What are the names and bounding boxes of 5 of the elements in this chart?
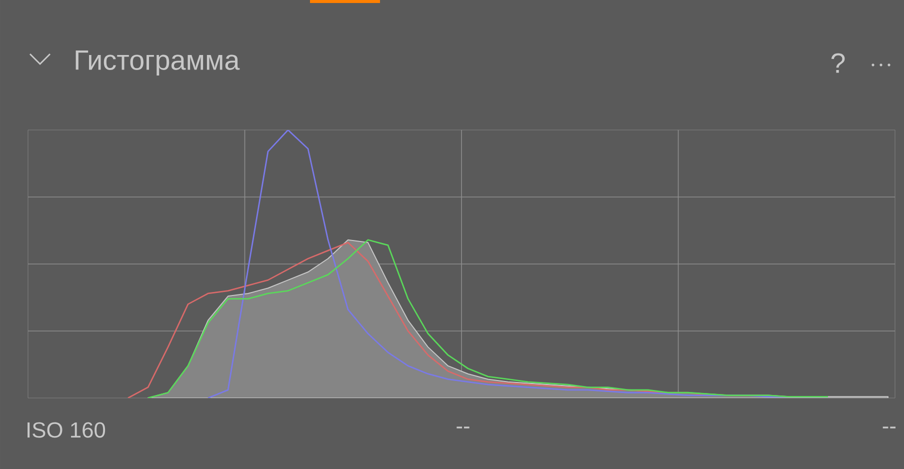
text: ? (831, 53, 845, 73)
chart-title: Гистограмма (76, 50, 240, 76)
text: ISO 160 (28, 422, 106, 438)
text: -- (456, 426, 470, 428)
text: -- (882, 426, 896, 428)
